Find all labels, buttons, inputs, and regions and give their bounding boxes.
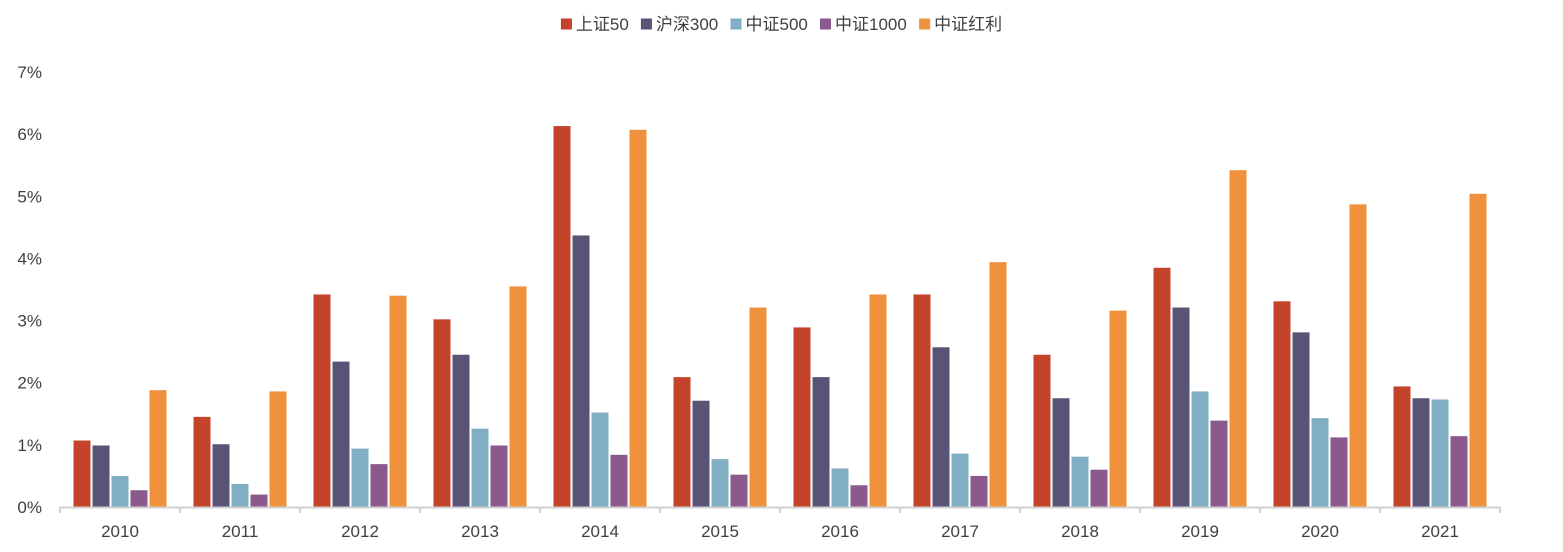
legend-swatch xyxy=(560,18,572,30)
x-tick-label: 2015 xyxy=(701,522,739,541)
x-tick-label: 2010 xyxy=(101,522,139,541)
bar-2016-series-2 xyxy=(831,468,849,507)
bar-2017-series-2 xyxy=(951,453,969,507)
bar-2013-series-0 xyxy=(433,319,451,507)
bar-2015-series-4 xyxy=(749,307,767,507)
bar-2017-series-3 xyxy=(970,475,988,507)
bar-2014-series-0 xyxy=(553,126,571,507)
bars xyxy=(73,126,1487,508)
bar-2016-series-3 xyxy=(850,485,868,507)
bar-2010-series-3 xyxy=(130,490,148,507)
bar-2018-series-4 xyxy=(1109,310,1127,507)
bar-2017-series-0 xyxy=(913,294,931,507)
bar-2012-series-1 xyxy=(332,361,350,507)
bar-2015-series-0 xyxy=(673,377,691,507)
bar-2011-series-2 xyxy=(231,484,249,507)
bar-2021-series-1 xyxy=(1412,398,1430,507)
y-tick-label: 3% xyxy=(17,312,42,331)
bar-2018-series-3 xyxy=(1090,469,1108,507)
bar-2013-series-2 xyxy=(471,428,489,507)
x-tick-label: 2021 xyxy=(1421,522,1459,541)
x-tick-label: 2017 xyxy=(941,522,979,541)
bar-2013-series-1 xyxy=(452,354,470,507)
bar-2017-series-4 xyxy=(989,262,1007,507)
bar-2016-series-4 xyxy=(869,294,887,507)
x-tick-label: 2012 xyxy=(341,522,379,541)
y-tick-label: 1% xyxy=(17,436,42,455)
legend-label: 中证1000 xyxy=(835,15,907,34)
bar-2014-series-1 xyxy=(572,235,590,507)
x-tick-label: 2013 xyxy=(461,522,499,541)
x-axis: 2010 2011 2012 2013 2014 2015 2016 2017 2018 2019… xyxy=(59,506,1501,541)
bar-2013-series-4 xyxy=(509,286,527,507)
bar-2014-series-2 xyxy=(591,412,609,507)
bar-2018-series-0 xyxy=(1033,354,1051,507)
bar-2012-series-3 xyxy=(370,464,388,507)
bar-2010-series-0 xyxy=(73,440,91,507)
legend-swatch xyxy=(640,18,652,30)
legend-swatch xyxy=(919,18,931,30)
bar-2018-series-1 xyxy=(1052,398,1070,507)
bar-2015-series-3 xyxy=(730,474,748,507)
bar-2012-series-4 xyxy=(389,295,407,507)
y-tick-label: 6% xyxy=(17,125,42,144)
legend-label: 中证500 xyxy=(746,15,808,34)
bar-2016-series-0 xyxy=(793,327,811,507)
bar-2011-series-4 xyxy=(269,391,287,507)
bar-2010-series-4 xyxy=(149,390,167,507)
x-tick-label: 2019 xyxy=(1181,522,1219,541)
legend-label: 中证红利 xyxy=(934,15,1002,34)
y-tick-label: 5% xyxy=(17,187,42,206)
bar-2011-series-1 xyxy=(212,444,230,507)
legend-swatch xyxy=(730,18,742,30)
bar-2014-series-4 xyxy=(629,129,647,508)
x-tick-label: 2014 xyxy=(581,522,619,541)
bar-2018-series-2 xyxy=(1071,456,1089,507)
bar-2021-series-0 xyxy=(1393,386,1411,507)
y-tick-label: 7% xyxy=(17,63,42,82)
x-tick-label: 2020 xyxy=(1301,522,1339,541)
x-tick-label: 2018 xyxy=(1061,522,1099,541)
bar-2016-series-1 xyxy=(812,377,830,507)
y-tick-label: 0% xyxy=(17,498,42,517)
bar-2020-series-1 xyxy=(1292,332,1310,507)
bar-2021-series-2 xyxy=(1431,399,1449,507)
bar-2019-series-0 xyxy=(1153,267,1171,507)
bar-2014-series-3 xyxy=(610,454,628,507)
bar-2019-series-3 xyxy=(1210,420,1228,507)
bar-2021-series-4 xyxy=(1469,193,1487,508)
bar-2020-series-3 xyxy=(1330,437,1348,507)
legend-label: 沪深300 xyxy=(656,15,718,34)
bar-2011-series-0 xyxy=(193,416,211,507)
bar-2015-series-2 xyxy=(711,459,729,507)
x-tick-label: 2016 xyxy=(821,522,859,541)
bar-2013-series-3 xyxy=(490,445,508,507)
bar-2011-series-3 xyxy=(250,494,268,507)
x-tick-label: 2011 xyxy=(222,522,259,541)
bar-2019-series-4 xyxy=(1229,170,1247,507)
bar-2020-series-2 xyxy=(1311,418,1329,507)
bar-2020-series-4 xyxy=(1349,204,1367,508)
legend-label: 上证50 xyxy=(576,15,629,34)
bar-2021-series-3 xyxy=(1450,436,1468,507)
bar-2019-series-1 xyxy=(1172,307,1190,507)
bar-2012-series-2 xyxy=(351,448,369,507)
bar-2019-series-2 xyxy=(1191,391,1209,507)
bar-2010-series-2 xyxy=(111,475,129,507)
y-tick-label: 4% xyxy=(17,249,42,268)
legend: 上证50 沪深300 中证500 中证1000 中证红利 xyxy=(560,15,1002,34)
bar-2017-series-1 xyxy=(932,347,950,507)
y-axis: 0% 1% 2% 3% 4% 5% 6% 7% xyxy=(17,63,42,517)
legend-swatch xyxy=(820,18,831,30)
bar-2020-series-0 xyxy=(1273,301,1291,507)
bar-2012-series-0 xyxy=(313,294,331,507)
bar-2010-series-1 xyxy=(92,445,110,507)
y-tick-label: 2% xyxy=(17,374,42,393)
bar-2015-series-1 xyxy=(692,400,710,507)
